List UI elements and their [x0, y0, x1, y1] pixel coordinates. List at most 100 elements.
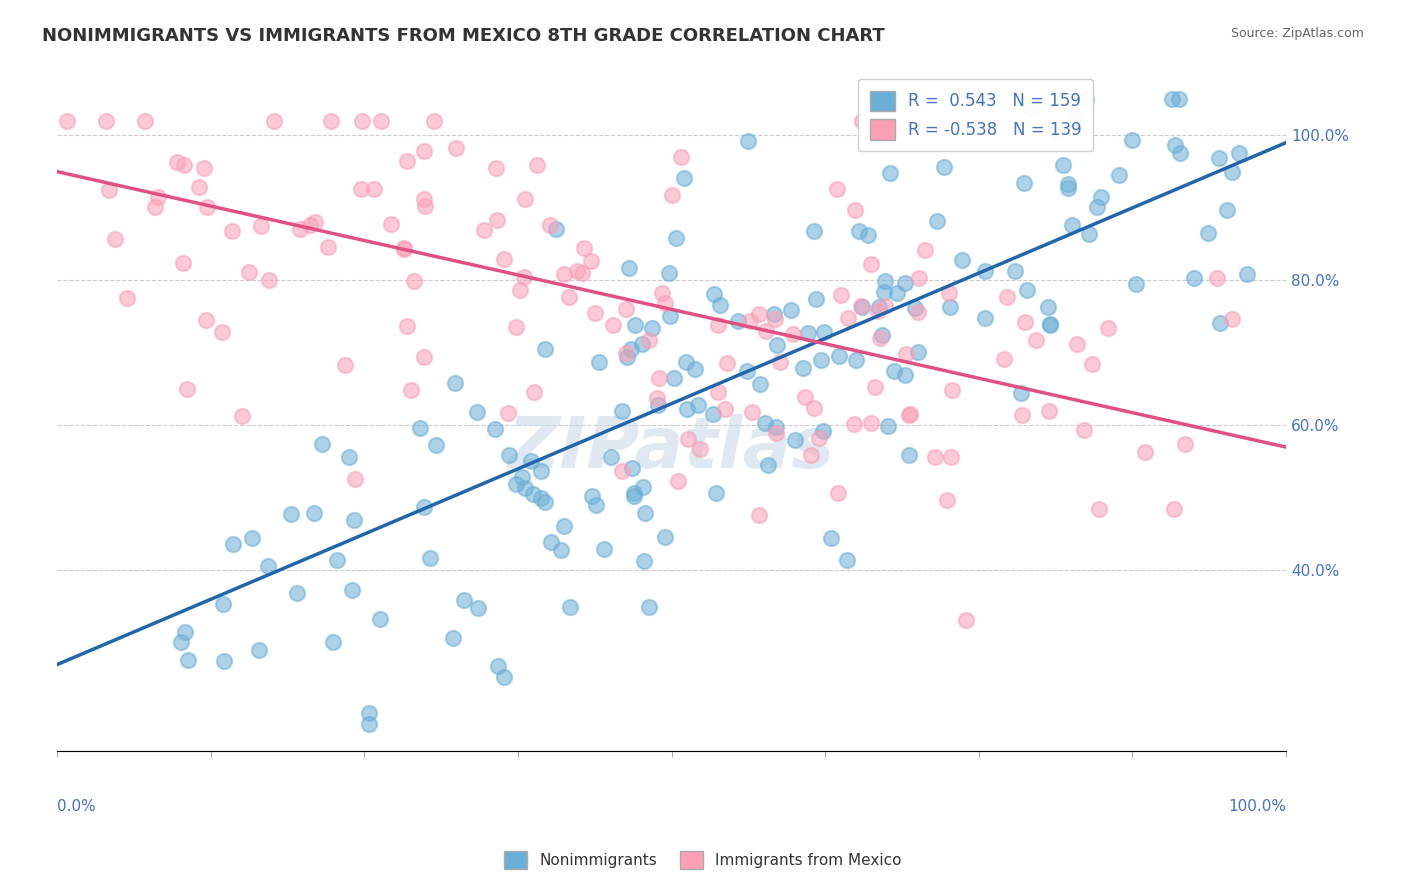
Point — [844, 202, 866, 217]
Point — [1097, 321, 1119, 335]
Point — [170, 635, 193, 649]
Point — [676, 432, 699, 446]
Point — [763, 312, 786, 326]
Point — [592, 542, 614, 557]
Point — [706, 385, 728, 400]
Point — [851, 300, 873, 314]
Point — [907, 305, 929, 319]
Point — [806, 292, 828, 306]
Point — [1036, 300, 1059, 314]
Point — [870, 328, 893, 343]
Point — [641, 320, 664, 334]
Point — [1014, 315, 1036, 329]
Point — [765, 420, 787, 434]
Point — [800, 448, 823, 462]
Point — [350, 114, 373, 128]
Point — [872, 285, 894, 299]
Point — [1216, 203, 1239, 218]
Point — [727, 314, 749, 328]
Point — [754, 416, 776, 430]
Point — [1208, 317, 1230, 331]
Point — [399, 384, 422, 398]
Point — [1004, 264, 1026, 278]
Point — [633, 554, 655, 568]
Point — [704, 486, 727, 500]
Point — [581, 490, 603, 504]
Point — [557, 290, 579, 304]
Point — [176, 382, 198, 396]
Point — [898, 408, 921, 422]
Point — [765, 426, 787, 441]
Point — [357, 717, 380, 731]
Point — [830, 287, 852, 301]
Text: 0.0%: 0.0% — [58, 798, 96, 814]
Point — [620, 461, 643, 475]
Point — [827, 486, 849, 500]
Point — [1087, 502, 1109, 516]
Point — [897, 449, 920, 463]
Point — [1206, 271, 1229, 285]
Point — [538, 218, 561, 232]
Point — [1090, 190, 1112, 204]
Point — [530, 491, 553, 505]
Point — [188, 180, 211, 194]
Point — [863, 379, 886, 393]
Point — [765, 337, 787, 351]
Point — [319, 114, 342, 128]
Point — [1060, 218, 1083, 232]
Text: Source: ZipAtlas.com: Source: ZipAtlas.com — [1230, 27, 1364, 40]
Point — [869, 331, 891, 345]
Point — [908, 271, 931, 285]
Point — [553, 267, 575, 281]
Point — [1085, 200, 1108, 214]
Point — [703, 287, 725, 301]
Point — [782, 326, 804, 341]
Point — [550, 542, 572, 557]
Point — [484, 422, 506, 436]
Point — [413, 199, 436, 213]
Point — [363, 182, 385, 196]
Point — [662, 370, 685, 384]
Point — [939, 450, 962, 465]
Point — [505, 319, 527, 334]
Point — [368, 612, 391, 626]
Point — [780, 303, 803, 318]
Point — [665, 230, 688, 244]
Text: 100.0%: 100.0% — [1227, 798, 1286, 814]
Point — [938, 285, 960, 300]
Point — [748, 508, 770, 522]
Point — [446, 141, 468, 155]
Point — [194, 313, 217, 327]
Point — [974, 311, 997, 326]
Point — [707, 318, 730, 332]
Point — [117, 291, 139, 305]
Point — [311, 436, 333, 450]
Point — [837, 310, 859, 325]
Point — [828, 349, 851, 363]
Point — [1182, 271, 1205, 285]
Point — [422, 114, 444, 128]
Point — [934, 160, 956, 174]
Point — [683, 361, 706, 376]
Point — [533, 495, 555, 509]
Point — [810, 352, 832, 367]
Point — [1164, 137, 1187, 152]
Point — [737, 134, 759, 148]
Point — [212, 597, 235, 611]
Point — [280, 507, 302, 521]
Point — [689, 442, 711, 456]
Point — [553, 519, 575, 533]
Point — [402, 275, 425, 289]
Point — [813, 325, 835, 339]
Point — [344, 472, 367, 486]
Point — [56, 114, 79, 128]
Point — [631, 480, 654, 494]
Point — [443, 376, 465, 390]
Point — [803, 401, 825, 415]
Point — [749, 376, 772, 391]
Point — [827, 182, 849, 196]
Point — [614, 346, 637, 360]
Point — [868, 300, 890, 314]
Point — [886, 285, 908, 300]
Point — [413, 192, 436, 206]
